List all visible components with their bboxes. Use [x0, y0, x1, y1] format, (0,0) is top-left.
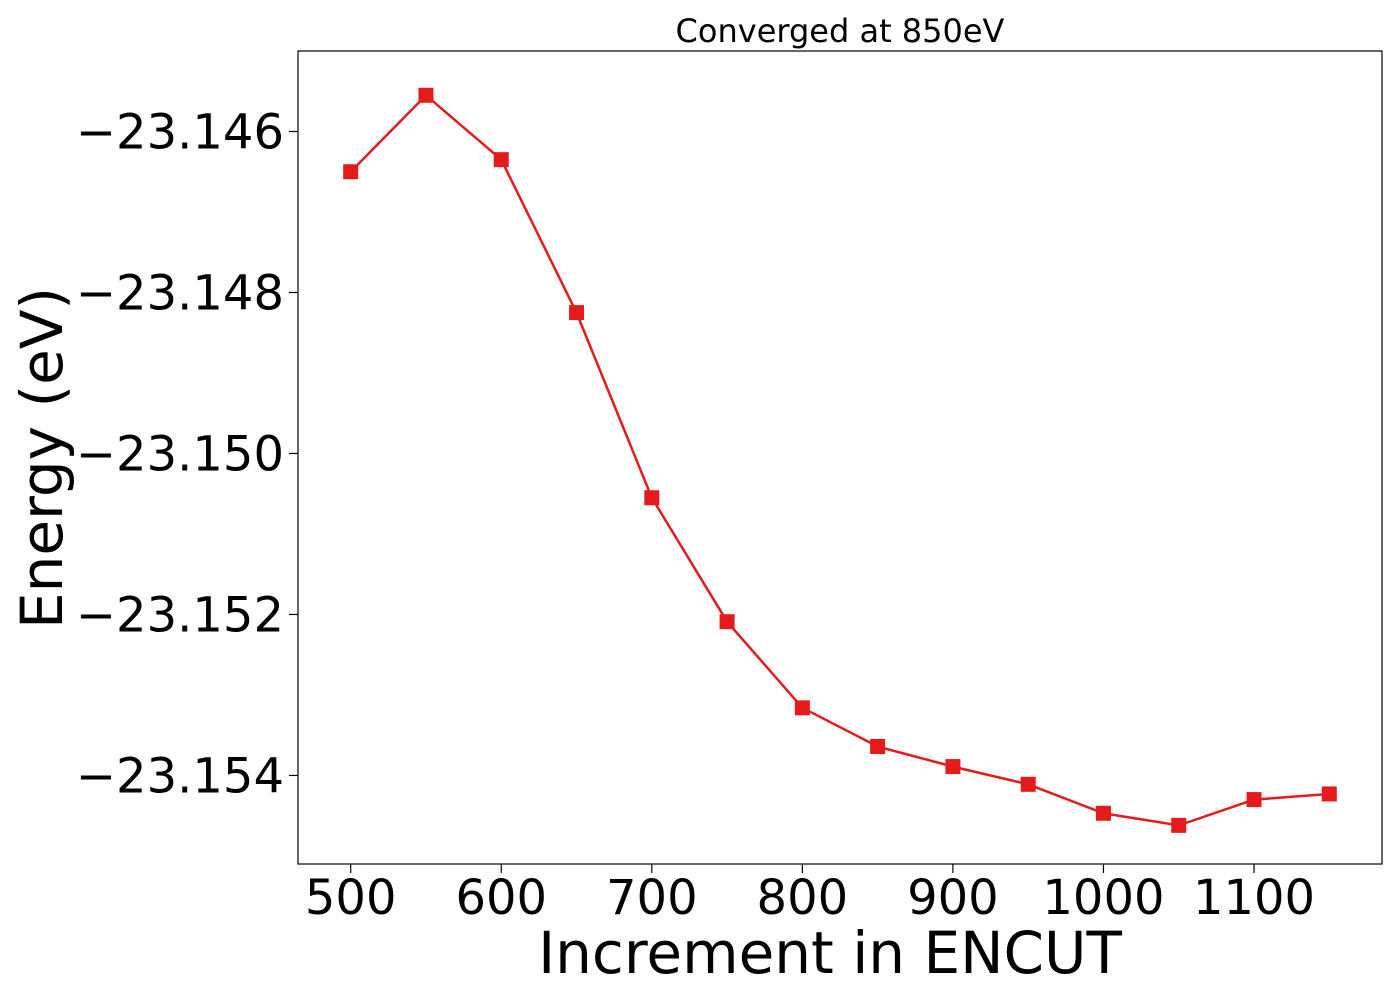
chart-title: Converged at 850eV	[676, 12, 1005, 50]
x-tick-label: 600	[455, 870, 547, 926]
data-point-marker	[1020, 776, 1036, 792]
data-point-marker	[1095, 805, 1111, 821]
x-tick-label: 1100	[1193, 870, 1315, 926]
data-point-marker	[719, 614, 735, 630]
x-tick-label: 1000	[1042, 870, 1164, 926]
data-point-marker	[644, 490, 660, 506]
data-point-marker	[870, 738, 886, 754]
data-point-marker	[418, 87, 434, 103]
y-tick-label: −23.150	[76, 426, 284, 482]
y-axis: −23.146 −23.148 −23.150 −23.152 −23.154	[76, 104, 298, 804]
y-axis-label: Energy (eV)	[8, 287, 76, 629]
data-point-marker	[1321, 786, 1337, 802]
y-tick-label: −23.154	[76, 748, 284, 804]
x-tick-label: 700	[606, 870, 698, 926]
x-tick-label: 800	[757, 870, 849, 926]
y-tick-label: −23.148	[76, 265, 284, 321]
data-point-marker	[1171, 817, 1187, 833]
x-tick-label: 900	[907, 870, 999, 926]
x-axis: 500 600 700 800 900 1000 1100	[305, 864, 1315, 926]
plot-area-frame	[297, 50, 1383, 865]
data-point-marker	[945, 759, 961, 775]
y-tick-label: −23.146	[76, 104, 284, 160]
data-point-marker	[343, 164, 359, 180]
data-point-marker	[794, 700, 810, 716]
data-point-marker	[493, 152, 509, 168]
x-tick-label: 500	[305, 870, 397, 926]
series-line	[349, 93, 1330, 827]
data-point-marker	[1246, 792, 1262, 808]
data-point-marker	[569, 305, 585, 321]
data-series	[343, 87, 1337, 833]
x-axis-label: Increment in ENCUT	[538, 919, 1122, 987]
y-tick-label: −23.152	[76, 587, 284, 643]
